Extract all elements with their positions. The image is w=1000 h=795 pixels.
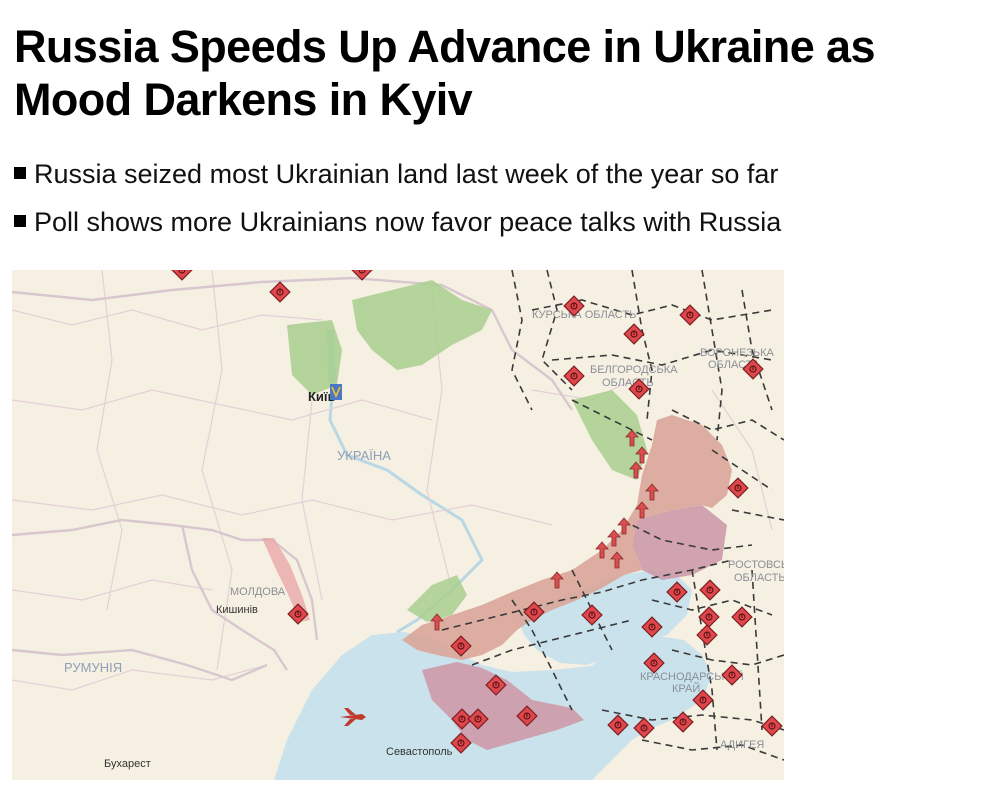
label-rostov-1: РОСТОВСЬКА [728,559,784,571]
liberated-areas [287,280,647,622]
transnistria [262,538,310,622]
article-headline: Russia Speeds Up Advance in Ukraine as M… [14,21,875,125]
label-rostov-2: ОБЛАСТЬ [734,572,784,584]
sea-of-azov [517,570,692,665]
label-voronezh-1: ВОРОНЕЗЬКА [700,347,774,359]
dashed-lines [441,270,784,761]
summary-bullet: Poll shows more Ukrainians now favor pea… [14,198,994,246]
label-adygea: АДИГЕЯ [720,739,764,751]
summary-bullet-text: Russia seized most Ukrainian land last w… [34,159,779,189]
label-moldova: МОЛДОВА [230,586,286,598]
label-chisinau: Кишинів [216,604,258,616]
kyiv-emblem-icon [330,384,342,400]
country-borders [12,276,573,682]
war-map-canvas: УКРАЇНА Київ КУРСЬКА ОБЛАСТЬ БЕЛГОРОДСЬК… [12,270,784,780]
aircraft-icon [340,708,366,726]
occupied-2022-areas [402,415,732,660]
label-belgorod-1: БЕЛГОРОДСЬКА [590,364,678,376]
label-sevastopol: Севастополь [386,746,453,758]
summary-bullet: Russia seized most Ukrainian land last w… [14,150,994,198]
label-krasnodar-2: КРАЙ [672,682,700,695]
summary-bullets: Russia seized most Ukrainian land last w… [14,150,994,246]
summary-bullet-text: Poll shows more Ukrainians now favor pea… [34,207,782,237]
war-map: УКРАЇНА Київ КУРСЬКА ОБЛАСТЬ БЕЛГОРОДСЬК… [12,270,784,780]
label-romania: РУМУНІЯ [64,660,122,675]
label-krasnodar-1: КРАСНОДАРСЬКИЙ [640,670,744,683]
label-ukraine: УКРАЇНА [337,448,391,463]
label-bucharest: Бухарест [104,758,151,770]
label-kursk: КУРСЬКА ОБЛАСТЬ [532,309,636,321]
bullet-square-icon [14,215,26,227]
label-kyiv: Київ [308,389,336,404]
admin-borders [12,270,773,691]
bullet-square-icon [14,167,26,179]
